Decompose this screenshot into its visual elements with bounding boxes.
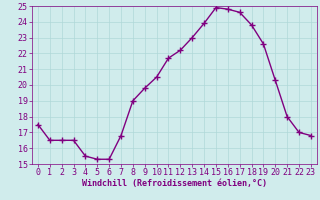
X-axis label: Windchill (Refroidissement éolien,°C): Windchill (Refroidissement éolien,°C)	[82, 179, 267, 188]
